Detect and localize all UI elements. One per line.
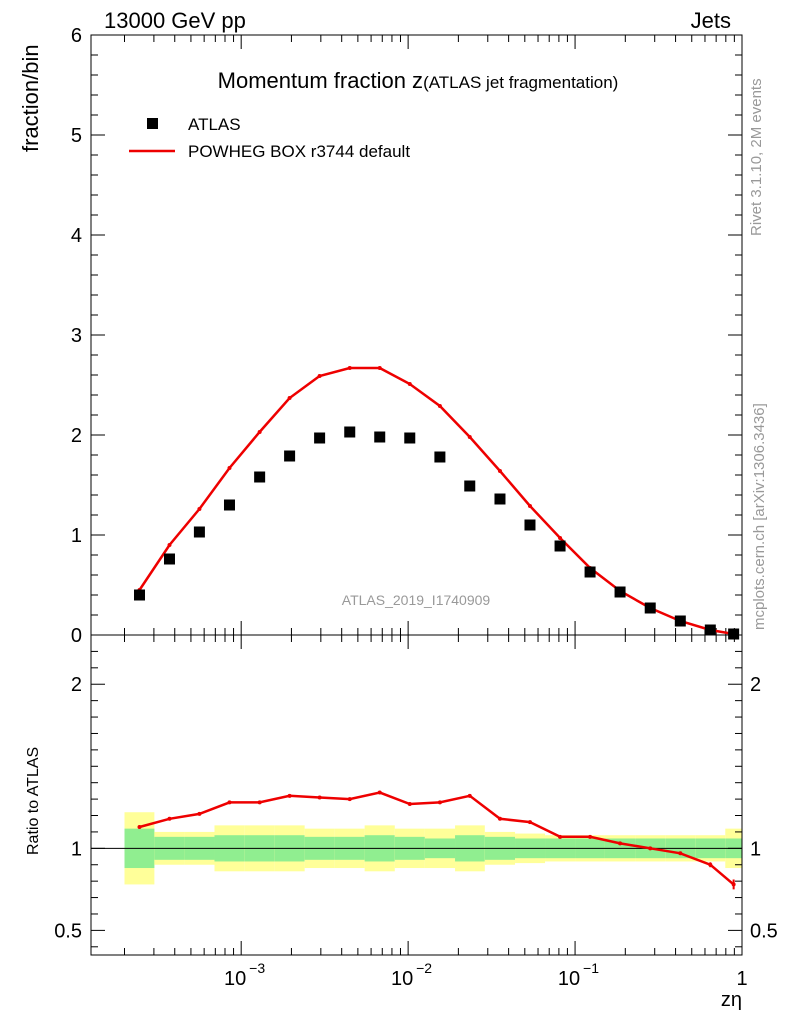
atlas-point	[404, 432, 416, 444]
ratio-point	[437, 800, 442, 805]
x-tick-label-exponent: −1	[583, 960, 599, 976]
chart-title: Momentum fraction z(ATLAS jet fragmentat…	[218, 68, 619, 93]
ratio-point	[137, 825, 142, 829]
atlas-point	[254, 471, 266, 483]
y-tick-label: 2	[71, 425, 82, 447]
atlas-point	[464, 480, 476, 492]
ratio-point	[377, 790, 382, 795]
y-tick-label: 5	[71, 125, 82, 147]
chart-title-sub: (ATLAS jet fragmentation)	[423, 73, 618, 92]
x-tick-label-exponent: −2	[416, 960, 432, 976]
ratio-point	[678, 851, 683, 856]
x-tick-label-exponent: −3	[249, 960, 265, 976]
powheg-point	[467, 435, 472, 439]
powheg-point	[377, 366, 382, 370]
ratio-y-tick-label-right: 0.5	[750, 920, 778, 942]
y-tick-label: 1	[71, 525, 82, 547]
ratio-point	[347, 797, 352, 802]
ratio-point	[497, 816, 502, 821]
header-right-label: Jets	[691, 8, 731, 33]
powheg-point	[197, 507, 202, 511]
atlas-point	[163, 553, 175, 565]
x-tick-label: 10	[558, 968, 580, 990]
x-tick-label: 10	[391, 968, 413, 990]
y-tick-label: 0	[71, 625, 82, 647]
ratio-point	[467, 793, 472, 798]
ratio-point	[527, 820, 532, 825]
ratio-point	[287, 793, 292, 798]
atlas-point	[644, 602, 656, 614]
atlas-point	[728, 628, 740, 640]
ratio-point	[197, 811, 202, 816]
y-tick-label: 3	[71, 325, 82, 347]
powheg-point	[407, 382, 412, 386]
atlas-point	[434, 451, 446, 463]
ratio-point	[588, 834, 593, 839]
powheg-point	[317, 374, 322, 378]
y-axis-label: fraction/bin	[18, 44, 43, 152]
atlas-point	[614, 586, 626, 598]
powheg-point	[227, 466, 232, 470]
axes-ticks	[91, 34, 742, 955]
atlas-point	[674, 615, 686, 627]
powheg-point	[167, 543, 172, 547]
ratio-point	[558, 834, 563, 839]
atlas-point	[284, 450, 296, 462]
powheg-point	[437, 404, 442, 408]
powheg-point	[257, 430, 262, 434]
x-tick-label: 10	[224, 968, 246, 990]
ratio-y-tick-label: 0.5	[54, 920, 82, 942]
ratio-point	[648, 846, 653, 851]
rivet-label: Rivet 3.1.10, 2M events	[748, 78, 765, 236]
powheg-point	[497, 469, 502, 473]
powheg-point	[558, 536, 563, 540]
chart-title-main: Momentum fraction z	[218, 68, 423, 93]
ratio-point	[257, 800, 262, 805]
atlas-point	[584, 566, 596, 578]
ratio-y-tick-label-right: 1	[750, 838, 761, 860]
ratio-plot-frame	[90, 634, 743, 956]
atlas-point	[223, 499, 235, 511]
atlas-point	[554, 540, 566, 552]
atlas-point	[494, 493, 506, 505]
atlas-point	[193, 526, 205, 538]
data-series	[134, 366, 740, 890]
ratio-y-tick-label: 1	[71, 838, 82, 860]
atlas-point	[374, 431, 386, 443]
mcplots-label: mcplots.cern.ch [arXiv:1306.3436]	[751, 403, 768, 630]
ratio-uncertainty-bands	[91, 812, 742, 885]
ratio-point	[407, 802, 412, 807]
ratio-point	[618, 841, 623, 846]
header-left-label: 13000 GeV pp	[104, 8, 246, 33]
ratio-y-axis-label: Ratio to ATLAS	[25, 747, 42, 855]
analysis-label: ATLAS_2019_I1740909	[342, 592, 491, 608]
legend-atlas-marker	[147, 118, 158, 129]
ratio-point	[167, 816, 172, 821]
ratio-point	[227, 800, 232, 805]
atlas-point	[524, 519, 536, 531]
powheg-point	[347, 366, 352, 370]
legend-powheg-label: POWHEG BOX r3744 default	[188, 142, 410, 161]
atlas-point	[134, 589, 146, 601]
x-axis-label: zη	[721, 989, 742, 1011]
atlas-point	[314, 432, 326, 444]
powheg-point	[287, 396, 292, 400]
x-tick-label: 1	[736, 968, 747, 990]
powheg-point	[527, 504, 532, 508]
ratio-point	[317, 795, 322, 800]
y-tick-label: 6	[71, 25, 82, 47]
atlas-point	[344, 426, 356, 438]
atlas-point	[704, 624, 716, 636]
ratio-y-tick-label: 2	[71, 674, 82, 696]
legend-atlas-label: ATLAS	[188, 115, 241, 134]
y-tick-label: 4	[71, 225, 82, 247]
ratio-y-tick-label-right: 2	[750, 674, 761, 696]
